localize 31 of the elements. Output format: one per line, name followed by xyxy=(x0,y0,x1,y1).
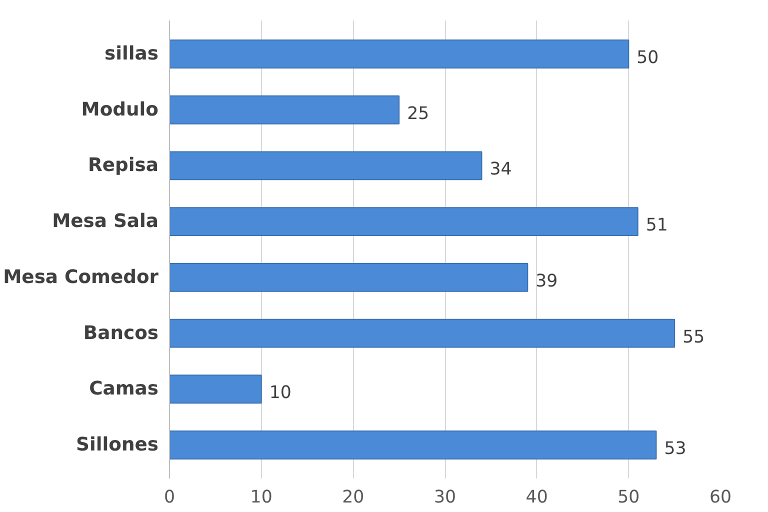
y-tick-label: Modulo xyxy=(81,99,159,120)
data-label: 51 xyxy=(646,216,668,236)
bar xyxy=(170,262,528,292)
y-tick-label: Mesa Sala xyxy=(52,211,159,232)
y-tick-label: Mesa Comedor xyxy=(3,266,160,288)
bar xyxy=(170,207,638,236)
bar xyxy=(170,430,657,460)
x-tick-label: 50 xyxy=(618,488,640,508)
bar xyxy=(170,151,482,180)
x-tick-label: 40 xyxy=(526,488,548,508)
y-tick-label: Camas xyxy=(89,378,159,400)
data-label: 10 xyxy=(269,383,292,404)
data-label: 53 xyxy=(664,438,686,459)
data-label: 50 xyxy=(636,48,659,68)
x-tick-label: 20 xyxy=(342,488,364,508)
x-tick-label: 60 xyxy=(709,488,732,508)
x-tick-label: 0 xyxy=(164,488,176,508)
data-label: 34 xyxy=(490,160,512,180)
y-tick-label: sillas xyxy=(104,44,158,65)
data-label: 39 xyxy=(536,271,558,292)
y-tick-label: Sillones xyxy=(76,434,159,456)
x-tick-label: 10 xyxy=(250,488,272,508)
bar xyxy=(170,318,676,348)
data-label: 55 xyxy=(682,327,705,348)
data-label: 25 xyxy=(407,104,430,124)
y-tick-label: Bancos xyxy=(83,322,159,344)
x-tick-label: 30 xyxy=(434,488,456,508)
y-tick-label: Repisa xyxy=(88,155,159,176)
bar xyxy=(170,374,262,404)
bar xyxy=(170,40,630,68)
bar xyxy=(170,95,400,124)
